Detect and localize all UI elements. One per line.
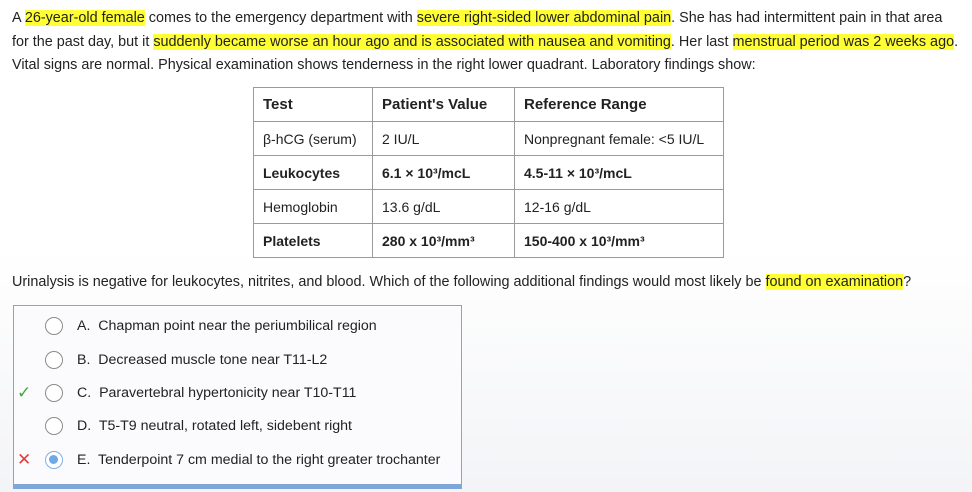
- stem-text: A: [12, 10, 25, 26]
- choice-letter: B.: [77, 352, 91, 368]
- lab-table: Test Patient's Value Reference Range β-h…: [253, 87, 724, 258]
- table-row: β-hCG (serum) 2 IU/L Nonpregnant female:…: [253, 121, 724, 156]
- highlight[interactable]: found on examination: [765, 274, 904, 290]
- correct-check-icon: ✓: [17, 383, 32, 402]
- choice-letter: A.: [77, 318, 91, 334]
- choice-text: Tenderpoint 7 cm medial to the right gre…: [98, 452, 441, 468]
- choice-letter: D.: [77, 418, 92, 434]
- table-row: Leukocytes 6.1 × 10³/mcL 4.5-11 × 10³/mc…: [253, 155, 724, 190]
- table-cell: β-hCG (serum): [253, 121, 373, 156]
- highlight[interactable]: severe right-sided lower abdominal pain: [416, 10, 672, 26]
- highlight[interactable]: menstrual period was 2 weeks ago: [732, 33, 955, 50]
- choice-letter: E.: [77, 452, 91, 468]
- question-text: Urinalysis is negative for leukocytes, n…: [12, 274, 766, 290]
- stem-text: . Vital signs are normal. Physical exami…: [12, 33, 959, 74]
- column-header: Patient's Value: [372, 87, 515, 122]
- table-cell: 4.5-11 × 10³/mcL: [514, 155, 724, 190]
- table-cell: 150-400 x 10³/mm³: [514, 223, 724, 258]
- incorrect-x-icon: ✕: [17, 450, 32, 469]
- table-cell: Hemoglobin: [253, 189, 373, 224]
- choice-text: Paravertebral hypertonicity near T10-T11: [99, 385, 357, 401]
- choice-letter: C.: [77, 385, 92, 401]
- table-row: Platelets 280 x 10³/mm³ 150-400 x 10³/mm…: [253, 223, 724, 258]
- answer-choice-e[interactable]: ✕ E. Tenderpoint 7 cm medial to the righ…: [14, 445, 461, 475]
- table-cell: 13.6 g/dL: [372, 189, 515, 224]
- table-header-row: Test Patient's Value Reference Range: [253, 87, 724, 122]
- choices-bottom-border: [13, 485, 462, 489]
- choice-text: T5-T9 neutral, rotated left, sidebent ri…: [98, 418, 352, 434]
- answer-choice-a[interactable]: A. Chapman point near the periumbilical …: [14, 311, 461, 341]
- table-row: Hemoglobin 13.6 g/dL 12-16 g/dL: [253, 189, 724, 224]
- stem-text: . She has had intermittent pain in that …: [12, 10, 943, 50]
- radio-button[interactable]: [45, 351, 63, 369]
- table-cell: Nonpregnant female: <5 IU/L: [514, 121, 724, 156]
- question-text: ?: [903, 274, 912, 290]
- answer-choices: A. Chapman point near the periumbilical …: [13, 305, 462, 489]
- column-header: Reference Range: [514, 87, 724, 122]
- radio-button[interactable]: [45, 317, 63, 335]
- question-prompt: Urinalysis is negative for leukocytes, n…: [12, 271, 911, 294]
- answer-choice-c[interactable]: ✓ C. Paravertebral hypertonicity near T1…: [14, 378, 461, 408]
- table-cell: Leukocytes: [253, 155, 373, 190]
- answer-choice-d[interactable]: D. T5-T9 neutral, rotated left, sidebent…: [14, 411, 461, 441]
- table-cell: 280 x 10³/mm³: [372, 223, 515, 258]
- column-header: Test: [253, 87, 373, 122]
- radio-button[interactable]: [45, 384, 63, 402]
- answer-choice-b[interactable]: B. Decreased muscle tone near T11-L2: [14, 345, 461, 375]
- table-cell: 2 IU/L: [372, 121, 515, 156]
- table-cell: 12-16 g/dL: [514, 189, 724, 224]
- choice-text: Decreased muscle tone near T11-L2: [98, 352, 328, 368]
- stem-text: comes to the emergency department with: [144, 10, 417, 26]
- table-cell: Platelets: [253, 223, 373, 258]
- stem-text: . Her last: [670, 33, 733, 50]
- radio-button[interactable]: [45, 417, 63, 435]
- highlight[interactable]: 26-year-old female: [24, 10, 145, 26]
- question-stem: A 26-year-old female comes to the emerge…: [12, 7, 962, 78]
- choice-text: Chapman point near the periumbilical reg…: [98, 318, 377, 334]
- radio-button-selected[interactable]: [45, 451, 63, 469]
- highlight[interactable]: suddenly became worse an hour ago and is…: [153, 33, 671, 50]
- table-cell: 6.1 × 10³/mcL: [372, 155, 515, 190]
